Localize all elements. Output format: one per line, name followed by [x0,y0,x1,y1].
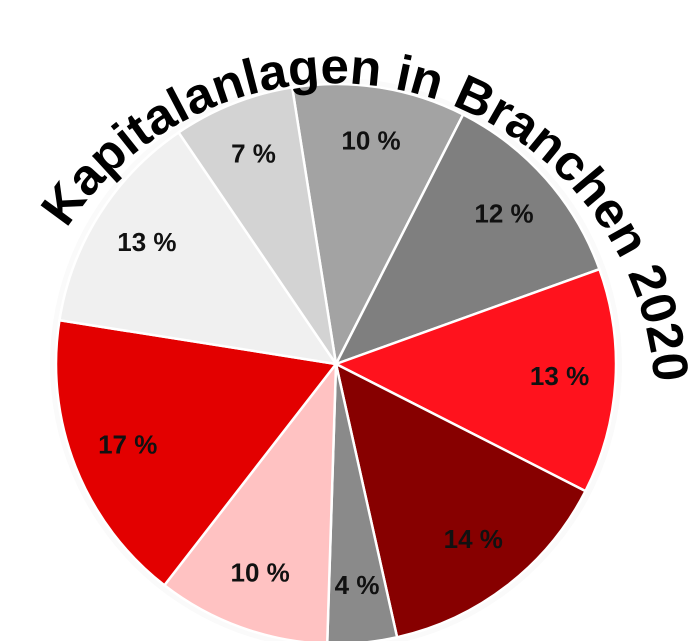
pie-slice [162,360,338,641]
data-label: 7 % [231,139,276,169]
pie-slice [58,130,339,366]
data-label: 13 % [530,361,589,391]
data-label: 10 % [341,126,400,156]
pie-slice [334,361,588,639]
pie-slice [176,86,338,365]
data-label: 13 % [117,227,176,257]
data-label: 12 % [474,199,533,229]
pie-slice [326,363,399,641]
data-label: 17 % [98,429,157,459]
data-label: 10 % [230,558,289,588]
slices: 10 % 12 % 13 % 14 % 4 % 10 % 17 % 13 % 7 % [54,82,618,641]
pie-slice [333,112,602,367]
pie-slice [332,267,618,493]
pie-slice [290,82,465,368]
data-label: 14 % [444,524,503,554]
data-label: 4 % [335,570,380,600]
pie-slice [54,318,339,587]
